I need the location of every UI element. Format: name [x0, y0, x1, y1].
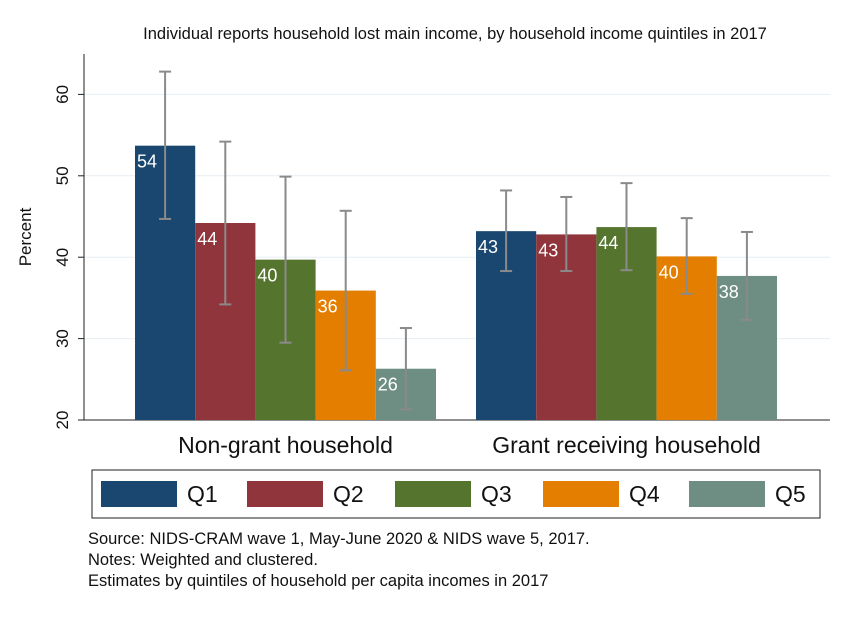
bar-value-label: 44 [598, 233, 618, 253]
category-label: Grant receiving household [492, 432, 761, 458]
legend-swatch-q4 [543, 481, 619, 507]
category-label: Non-grant household [178, 432, 393, 458]
y-tick-label: 40 [53, 248, 72, 267]
bar-value-label: 44 [197, 229, 217, 249]
legend-label: Q4 [629, 481, 660, 507]
y-tick-label: 50 [53, 166, 72, 185]
legend-label: Q5 [775, 481, 806, 507]
bar-labels: 54 43 44 43 40 44 36 40 26 38 [137, 152, 739, 395]
bar-value-label: 36 [318, 297, 338, 317]
bar-value-label: 43 [478, 237, 498, 257]
y-axis-ticks: 20 30 40 50 60 [53, 85, 84, 430]
category-labels: Non-grant household Grant receiving house… [178, 432, 761, 458]
legend-swatch-q1 [101, 481, 177, 507]
bar-value-label: 40 [659, 262, 679, 282]
chart-notes: Source: NIDS-CRAM wave 1, May-June 2020 … [88, 529, 590, 592]
bar-value-label: 38 [719, 282, 739, 302]
y-axis-label: Percent [16, 207, 35, 266]
weighting-note: Notes: Weighted and clustered. [88, 551, 318, 569]
bar-value-label: 43 [538, 240, 558, 260]
estimates-note: Estimates by quintiles of household per … [88, 572, 549, 590]
bar-value-label: 40 [257, 266, 277, 286]
source-note: Source: NIDS-CRAM wave 1, May-June 2020 … [88, 530, 590, 548]
bar-value-label: 54 [137, 152, 157, 172]
legend-label: Q1 [187, 481, 218, 507]
error-bars [159, 70, 753, 411]
legend-swatch-q2 [247, 481, 323, 507]
y-tick-label: 60 [53, 85, 72, 104]
legend-swatch-q5 [689, 481, 765, 507]
legend-label: Q3 [481, 481, 512, 507]
legend: Q1 Q2 Q3 Q4 Q5 [101, 481, 806, 507]
chart-title: Individual reports household lost main i… [143, 25, 767, 43]
y-tick-label: 30 [53, 329, 72, 348]
bar-value-label: 26 [378, 375, 398, 395]
legend-label: Q2 [333, 481, 364, 507]
legend-swatch-q3 [395, 481, 471, 507]
y-tick-label: 20 [53, 411, 72, 430]
